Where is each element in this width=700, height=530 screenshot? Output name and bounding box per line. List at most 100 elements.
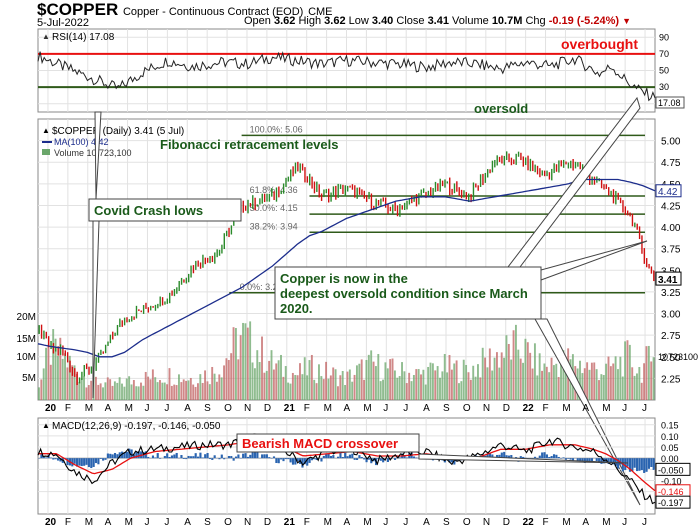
- chg-value: -0.19 (-5.24%): [548, 15, 620, 27]
- volume-bar: [579, 360, 581, 400]
- rsi-marker-icon: ▲: [42, 32, 50, 41]
- volume-bar: [206, 381, 209, 400]
- price-last-box: [655, 271, 682, 286]
- volume-bar: [189, 377, 192, 400]
- volume-bar: [455, 360, 458, 400]
- volume-bar: [263, 372, 266, 400]
- macd-tick-label: 0.15: [661, 421, 679, 431]
- x-tick-label: J: [403, 403, 408, 414]
- volume-bar: [268, 360, 271, 400]
- volume-bar: [187, 380, 190, 400]
- volume-bar: [408, 372, 411, 400]
- macd-histogram-bar: [576, 458, 579, 461]
- macd-histogram-bar: [339, 452, 342, 459]
- oversold-note: Copper is now in the deepest oversold con…: [280, 271, 528, 316]
- macd-histogram-bar: [194, 453, 197, 459]
- volume-bar: [132, 380, 135, 400]
- macd-histogram-bar: [491, 454, 494, 459]
- macd-histogram-bar: [346, 456, 349, 459]
- volume-label: Volume: [452, 15, 489, 27]
- macd-value-box: [655, 495, 691, 509]
- volume-bar: [123, 386, 126, 400]
- x-tick-label-bottom: N: [483, 517, 490, 528]
- volume-bar: [493, 357, 496, 400]
- volume-bar: [42, 368, 45, 400]
- volume-bar: [94, 376, 97, 400]
- macd-histogram-bar: [583, 458, 586, 463]
- overbought-label: overbought: [561, 36, 638, 52]
- volume-bar: [619, 356, 622, 400]
- macd-histogram-bar: [621, 458, 624, 472]
- macd-marker-icon: ▲: [42, 421, 50, 430]
- macd-histogram-bar: [291, 458, 295, 465]
- volume-bar: [384, 362, 387, 400]
- macd-histogram-bar: [187, 455, 190, 459]
- macd-histogram-bar: [213, 455, 216, 459]
- volume-bar: [382, 379, 384, 400]
- volume-bar: [116, 382, 119, 400]
- volume-bar: [479, 377, 482, 400]
- macd-histogram-bar: [638, 458, 641, 471]
- macd-histogram-bar: [337, 456, 340, 459]
- macd-histogram-bar: [541, 452, 544, 459]
- macd-note: Bearish MACD crossover: [242, 436, 398, 451]
- macd-histogram-bar: [249, 454, 252, 459]
- macd-histogram-bar: [163, 455, 166, 459]
- volume-bar: [412, 374, 415, 400]
- macd-histogram-bar: [500, 452, 503, 459]
- macd-histogram-bar: [45, 457, 48, 459]
- macd-histogram-bar: [308, 458, 311, 463]
- chg-label: Chg: [525, 15, 546, 27]
- macd-tick-label: -0.10: [661, 477, 682, 487]
- macd-histogram-bar: [624, 458, 627, 471]
- x-tick-label: A: [423, 403, 430, 414]
- macd-histogram-bar: [97, 458, 100, 465]
- volume-bar: [38, 387, 40, 400]
- x-tick-label-bottom: F: [304, 517, 310, 528]
- volume-bar: [320, 376, 323, 400]
- macd-value-label: -0.050: [658, 465, 684, 475]
- volume-bar: [97, 384, 100, 400]
- macd-histogram-bar: [552, 454, 556, 459]
- volume-bar: [586, 362, 589, 400]
- macd-histogram-bar: [272, 456, 276, 459]
- volume-bar: [446, 372, 449, 400]
- volume-bar: [436, 366, 439, 400]
- volume-bar: [424, 384, 427, 400]
- volume-bar: [533, 343, 536, 400]
- oversold-pointer-rsi: [506, 96, 641, 268]
- volume-bar: [346, 371, 349, 400]
- volume-bar: [104, 382, 107, 400]
- macd-histogram-bar: [607, 458, 610, 465]
- volume-bar: [59, 337, 62, 400]
- macd-histogram-bar: [268, 457, 271, 459]
- macd-histogram-bar: [90, 458, 93, 469]
- macd-histogram-bar: [199, 452, 202, 459]
- volume-bar: [52, 329, 55, 400]
- x-tick-label: N: [244, 403, 251, 414]
- macd-histogram-bar: [609, 458, 613, 463]
- volume-bar: [441, 371, 444, 400]
- macd-histogram-bar: [626, 458, 629, 467]
- volume-bar: [272, 369, 275, 400]
- volume-bar: [415, 369, 418, 400]
- volume-bar: [552, 365, 555, 400]
- covid-pointer-rsi: [94, 111, 102, 200]
- x-tick-label-bottom: O: [224, 517, 232, 528]
- price-legend: $COPPER (Daily) 3.41 (5 Jul): [52, 126, 184, 137]
- close-label: Close: [396, 15, 425, 27]
- volume-bar: [529, 352, 532, 400]
- volume-bar: [460, 381, 463, 400]
- x-tick-label: D: [264, 403, 271, 414]
- price-tick-label: 3.75: [661, 245, 681, 256]
- x-tick-label: S: [443, 403, 450, 414]
- volume-bar: [54, 338, 57, 400]
- high-label: High: [298, 15, 322, 27]
- volume-bar: [239, 335, 242, 400]
- high-value: 3.62: [324, 15, 346, 27]
- volume-bar: [351, 381, 354, 400]
- volume-bar: [334, 369, 337, 400]
- volume-bar: [510, 359, 513, 400]
- macd-histogram-bar: [510, 455, 513, 459]
- volume-bar: [557, 377, 560, 400]
